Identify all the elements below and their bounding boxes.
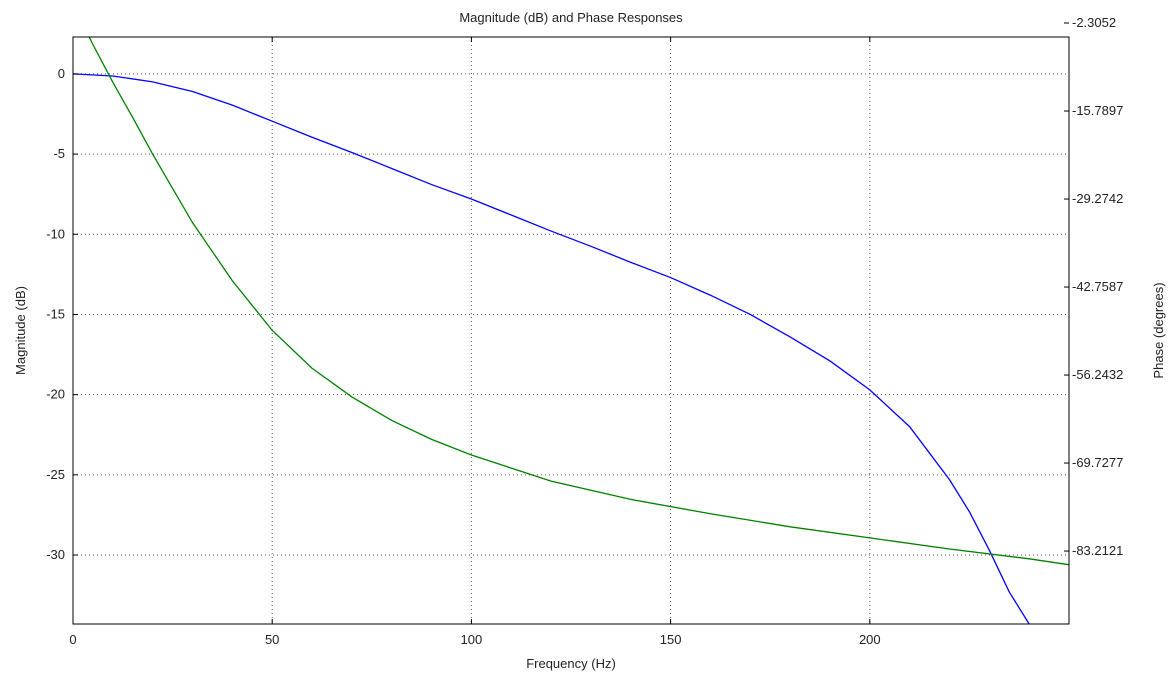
x-tick-label: 200	[859, 632, 881, 647]
y-right-tick-label: -29.2742	[1072, 191, 1123, 206]
y-left-tick-label: 0	[58, 66, 65, 81]
x-tick-label: 150	[660, 632, 682, 647]
y-left-tick-label: -20	[46, 387, 65, 402]
x-tick-label: 100	[461, 632, 483, 647]
y-left-tick-label: -5	[53, 146, 65, 161]
y-left-tick-label: -30	[46, 547, 65, 562]
y-axis-left-label: Magnitude (dB)	[13, 286, 28, 375]
x-tick-label: 50	[265, 632, 279, 647]
magnitude-series-line	[73, 73, 1030, 624]
y-left-tick-label: -10	[46, 226, 65, 241]
y-axis-right-label: Phase (degrees)	[1151, 282, 1166, 378]
y-right-tick-label: -56.2432	[1072, 367, 1123, 382]
plot-frame	[72, 36, 1070, 625]
y-left-tick-label: -15	[46, 306, 65, 321]
ticks: 0 50 100 150 200 0 -5 -10 -15 -20 -25 -30 -2.3052 -15…	[46, 15, 1123, 647]
chart-title: Magnitude (dB) and Phase Responses	[459, 10, 683, 25]
y-right-tick-label: -69.7277	[1072, 455, 1123, 470]
y-right-tick-label: -42.7587	[1072, 279, 1123, 294]
x-axis-label: Frequency (Hz)	[526, 656, 616, 671]
x-tick-label: 0	[69, 632, 76, 647]
y-right-tick-label: -15.7897	[1072, 103, 1123, 118]
y-left-tick-label: -25	[46, 467, 65, 482]
phase-series-line	[88, 37, 1069, 566]
series-lines	[73, 37, 1069, 624]
y-right-tick-label: -83.2121	[1072, 543, 1123, 558]
y-right-tick-label: -2.3052	[1072, 15, 1116, 30]
